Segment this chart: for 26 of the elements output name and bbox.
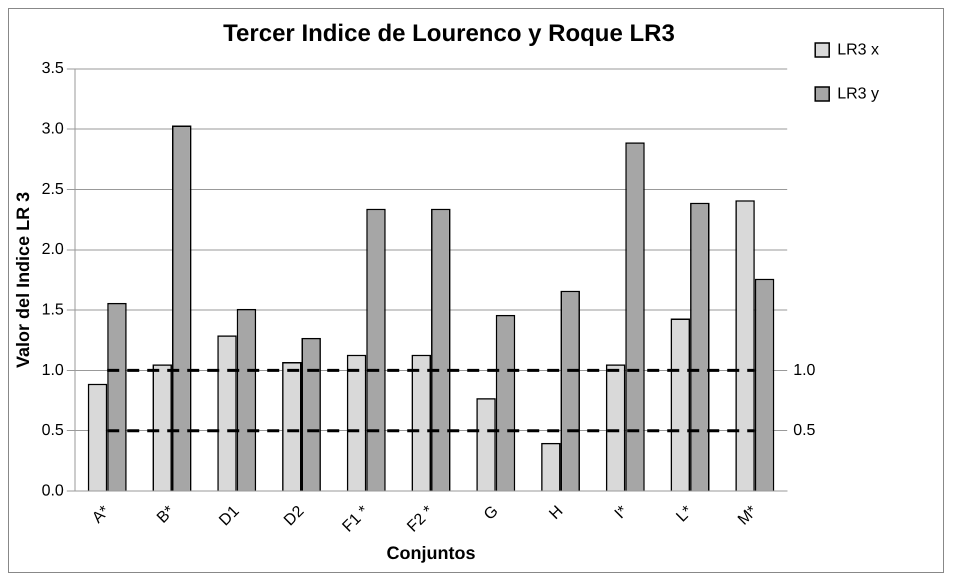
x-tick-label: B* [154,502,178,527]
ref-line-label: 0.5 [793,422,816,440]
y-tick-label: 2.0 [42,241,64,258]
y-axis-title: Valor del Indice LR 3 [12,192,33,368]
x-tick-label: D2 [280,502,308,530]
y-tick-label: 3.0 [42,120,64,138]
y-tick-label: 2.5 [42,180,64,198]
legend-label: LR3 y [837,85,879,102]
x-tick-label: M* [734,502,761,529]
y-tick-label: 3.5 [42,60,64,78]
x-tick-label: F1 * [339,502,372,536]
ref-line-label: 1.0 [793,362,816,379]
y-tick-label: 1.5 [42,302,64,319]
x-tick-label: A* [89,502,114,527]
x-tick-label: L* [673,502,696,526]
x-tick-label: I* [612,502,632,522]
legend-label: LR3 x [837,41,879,58]
y-tick-label: 0.5 [42,422,64,440]
y-tick-label: 0.0 [42,482,64,500]
x-tick-label: H [546,502,566,523]
x-axis-title: Conjuntos [386,543,476,564]
x-tick-label: F2 * [404,502,437,536]
y-tick-label: 1.0 [42,362,64,379]
chart-title: Tercer Indice de Lourenco y Roque LR3 [223,20,675,48]
x-tick-label: G [480,502,502,524]
x-tick-label: D1 [216,502,243,530]
